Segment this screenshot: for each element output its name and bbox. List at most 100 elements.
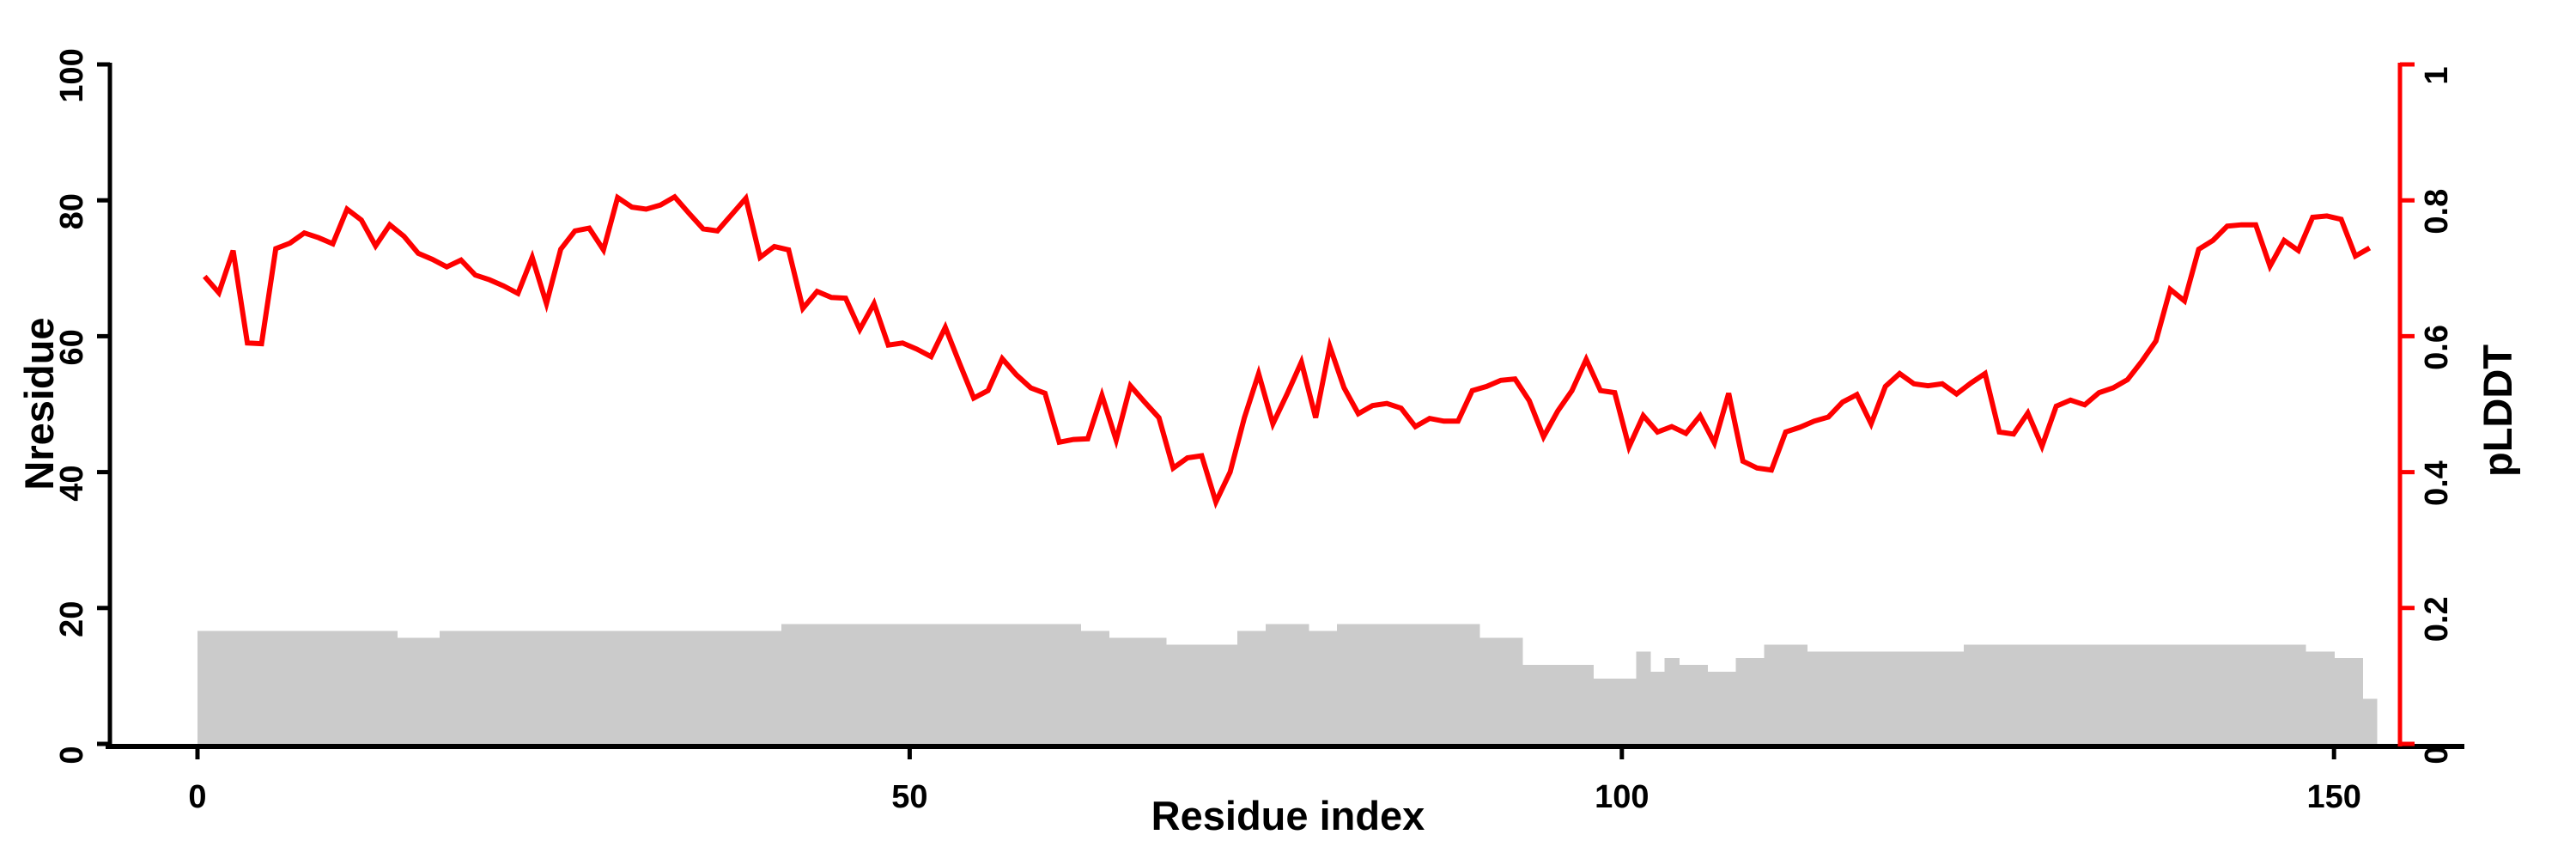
bar-residue-57 [994, 624, 1011, 746]
bar-residue-31 [624, 631, 640, 746]
bar-residue-128 [2006, 644, 2021, 746]
nresidue-bars [197, 624, 2378, 746]
bar-residue-30 [611, 631, 626, 746]
bar-residue-81 [1337, 624, 1352, 746]
y-right-axis-title: pLDDT [2475, 344, 2520, 477]
bar-residue-74 [1236, 631, 1253, 746]
y-left-tick-label-20: 20 [54, 601, 90, 637]
y-right-tick-label-0.4: 0.4 [2419, 460, 2455, 506]
bar-residue-19 [453, 631, 469, 746]
bar-residue-89 [1450, 624, 1466, 746]
bar-residue-133 [2077, 644, 2093, 746]
bar-residue-109 [1735, 658, 1751, 746]
bar-residue-9 [311, 631, 326, 746]
bar-residue-15 [397, 637, 412, 746]
bar-residue-95 [1536, 665, 1552, 746]
bar-residue-135 [2105, 644, 2121, 746]
bar-residue-42 [781, 624, 797, 746]
bar-residue-130 [2034, 644, 2050, 746]
bar-residue-60 [1037, 624, 1053, 746]
plddt-line [203, 192, 2372, 509]
bar-residue-97 [1564, 665, 1580, 746]
bar-residue-67 [1137, 637, 1152, 746]
bar-residue-151 [2334, 658, 2349, 746]
y-right-tick-label-0: 0 [2419, 746, 2455, 764]
bar-residue-4 [240, 631, 255, 746]
x-axis-title: Residue index [1151, 793, 1425, 838]
bar-residue-59 [1024, 624, 1039, 746]
tick-labels: 0 50 100 150 0 20 40 60 80 100 0 0.2 0.4 0.6 0.8 1 [54, 48, 2455, 815]
bar-residue-131 [2049, 644, 2064, 746]
bar-residue-115 [1821, 651, 1837, 746]
bar-residue-53 [938, 624, 953, 746]
bar-residue-132 [2063, 644, 2079, 746]
bar-residue-152 [2348, 658, 2363, 746]
bar-residue-27 [568, 631, 583, 746]
bar-residue-123 [1935, 651, 1950, 746]
bar-residue-65 [1109, 637, 1124, 746]
bar-residue-48 [866, 624, 882, 746]
bar-residue-37 [710, 631, 726, 746]
bar-residue-44 [810, 624, 825, 746]
bar-residue-138 [2148, 644, 2164, 746]
bar-residue-76 [1266, 624, 1281, 746]
bar-residue-13 [368, 631, 384, 746]
bar-residue-52 [923, 624, 939, 746]
y-left-tick-label-40: 40 [54, 465, 90, 501]
bar-residue-153 [2362, 698, 2378, 746]
bar-residue-99 [1593, 678, 1608, 746]
bar-residue-119 [1878, 651, 1893, 746]
bar-residue-20 [468, 631, 483, 746]
bar-residue-54 [952, 624, 968, 746]
bar-residue-34 [667, 631, 683, 746]
bar-residue-117 [1850, 651, 1865, 746]
bar-residue-73 [1223, 644, 1238, 746]
bar-residue-18 [440, 631, 455, 746]
bar-residue-66 [1123, 637, 1139, 746]
x-tick-label-100: 100 [1595, 779, 1649, 815]
bar-residue-49 [881, 624, 896, 746]
bar-residue-87 [1422, 624, 1437, 746]
bar-residue-16 [410, 637, 427, 746]
bar-residue-146 [2263, 644, 2278, 746]
bar-residue-140 [2177, 644, 2192, 746]
bar-residue-3 [226, 631, 241, 746]
bar-residue-144 [2234, 644, 2250, 746]
y-right-tick-label-0.2: 0.2 [2419, 596, 2455, 642]
bar-residue-22 [496, 631, 512, 746]
x-tick-label-150: 150 [2306, 779, 2360, 815]
bar-residue-21 [482, 631, 497, 746]
bar-residue-124 [1949, 651, 1965, 746]
bar-residue-107 [1707, 671, 1722, 746]
bar-residue-149 [2306, 651, 2321, 746]
bar-residue-55 [966, 624, 981, 746]
bar-residue-78 [1294, 624, 1309, 746]
bar-residue-136 [2120, 644, 2136, 746]
bar-residue-58 [1009, 624, 1024, 746]
bar-residue-85 [1394, 624, 1409, 746]
bar-residue-69 [1165, 644, 1182, 746]
bar-residue-70 [1180, 644, 1195, 746]
bar-residue-129 [2020, 644, 2036, 746]
bar-residue-38 [724, 631, 739, 746]
bar-residue-64 [1095, 631, 1110, 746]
bar-residue-10 [325, 631, 341, 746]
bar-residue-111 [1764, 644, 1779, 746]
y-left-tick-label-0: 0 [54, 746, 90, 764]
bar-residue-105 [1679, 665, 1694, 746]
bar-residue-96 [1550, 665, 1566, 746]
y-left-axis-title: Nresidue [16, 317, 62, 490]
bar-residue-25 [539, 631, 555, 746]
bar-residue-1 [197, 631, 213, 746]
bar-residue-17 [425, 637, 440, 746]
bar-residue-40 [752, 631, 769, 746]
x-tick-label-0: 0 [188, 779, 206, 815]
bar-residue-150 [2319, 651, 2335, 746]
bar-residue-24 [525, 631, 540, 746]
bar-residue-102 [1636, 651, 1651, 746]
bar-residue-134 [2092, 644, 2107, 746]
bar-residue-11 [339, 631, 355, 746]
bar-residue-108 [1721, 671, 1737, 746]
bar-residue-116 [1835, 651, 1850, 746]
bar-residue-100 [1607, 678, 1623, 746]
